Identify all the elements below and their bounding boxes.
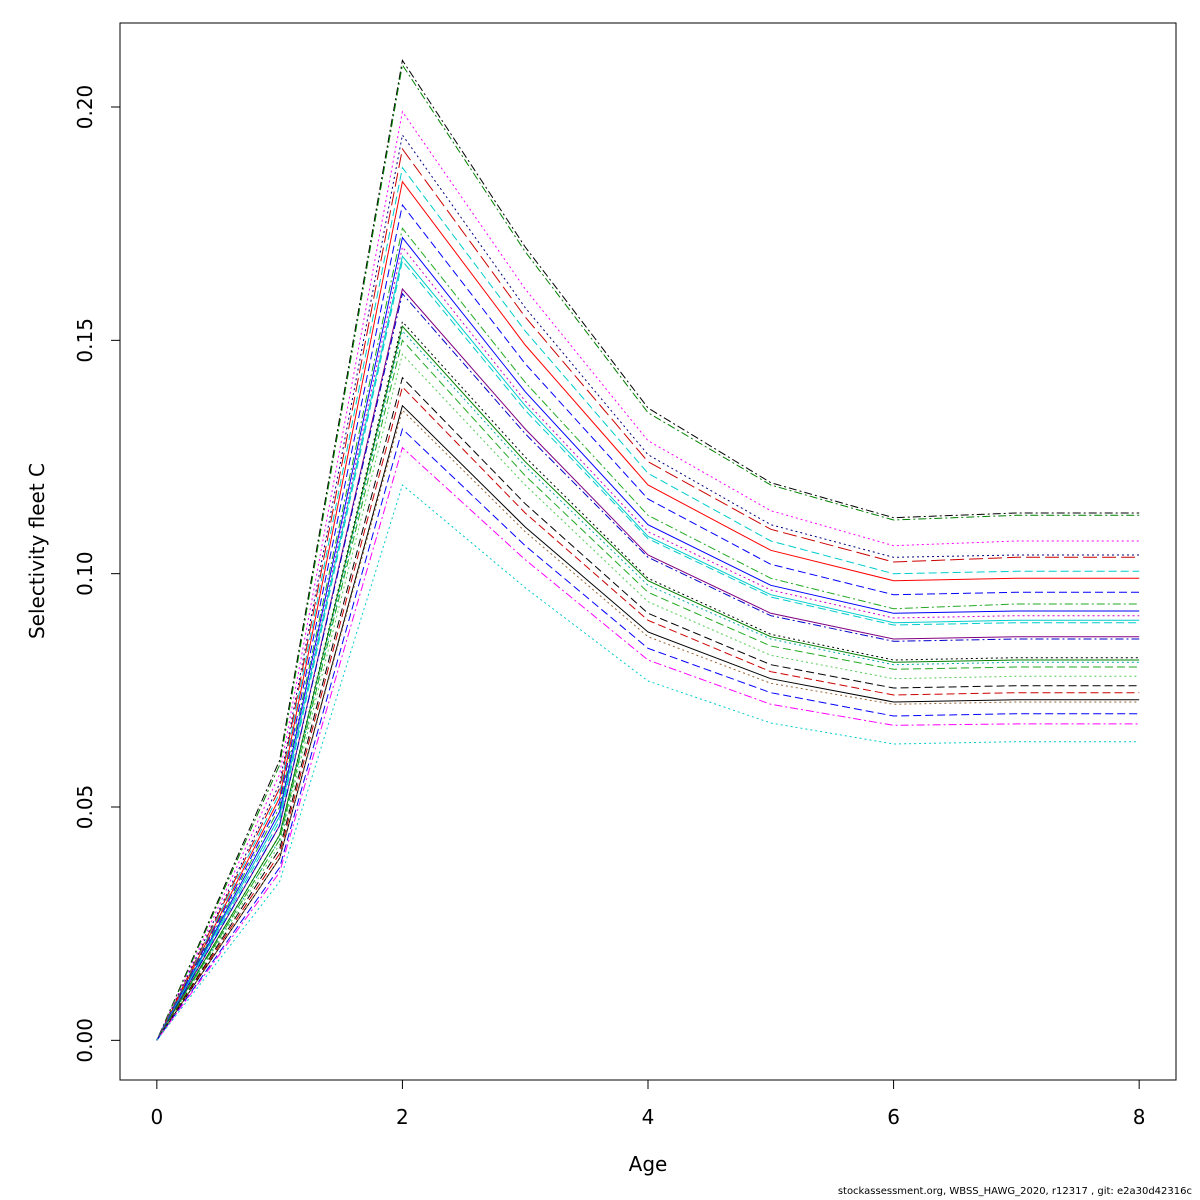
series-line-10 (156, 236, 1140, 1041)
series-line-1 (156, 58, 1140, 1041)
y-tick-label: 0.00 (73, 1018, 97, 1063)
x-tick-label: 0 (150, 1105, 163, 1129)
x-tick-label: 6 (887, 1105, 900, 1129)
y-axis: 0.00 0.05 0.10 0.15 0.20 (73, 85, 121, 1063)
y-axis-title: Selectivity fleet C (25, 463, 49, 639)
series-line-27 (156, 484, 1140, 1041)
x-axis: 0 2 4 6 8 (150, 1079, 1146, 1129)
x-tick-label: 4 (642, 1105, 655, 1129)
y-tick-label: 0.05 (73, 785, 97, 830)
series-line-6 (156, 166, 1140, 1041)
series-line-20 (156, 353, 1140, 1041)
series-line-9 (156, 227, 1140, 1041)
series-line-7 (156, 180, 1140, 1041)
series-line-19 (156, 339, 1140, 1041)
series-line-22 (156, 386, 1140, 1041)
x-tick-label: 2 (396, 1105, 409, 1129)
x-tick-label: 8 (1133, 1105, 1146, 1129)
series-line-2 (156, 63, 1140, 1041)
y-tick-label: 0.10 (73, 551, 97, 596)
x-axis-title: Age (629, 1152, 668, 1176)
series-line-3 (156, 110, 1140, 1041)
y-tick-label: 0.20 (73, 85, 97, 130)
plot-frame (119, 22, 1177, 1081)
series-line-17 (156, 325, 1140, 1041)
series-line-13 (156, 259, 1140, 1041)
series-line-8 (156, 203, 1140, 1041)
series-line-12 (156, 255, 1140, 1041)
series-line-21 (156, 376, 1140, 1041)
y-tick-label: 0.15 (73, 318, 97, 363)
series-line-25 (156, 428, 1140, 1041)
series-line-4 (156, 133, 1140, 1041)
series-line-15 (156, 292, 1140, 1041)
series-line-5 (156, 147, 1140, 1041)
series-line-14 (156, 287, 1140, 1041)
series-layer (156, 58, 1140, 1041)
series-line-23 (156, 404, 1140, 1041)
series-line-24 (156, 409, 1140, 1041)
series-line-18 (156, 329, 1140, 1041)
footer-credit: stockassessment.org, WBSS_HAWG_2020, r12… (837, 1186, 1192, 1197)
